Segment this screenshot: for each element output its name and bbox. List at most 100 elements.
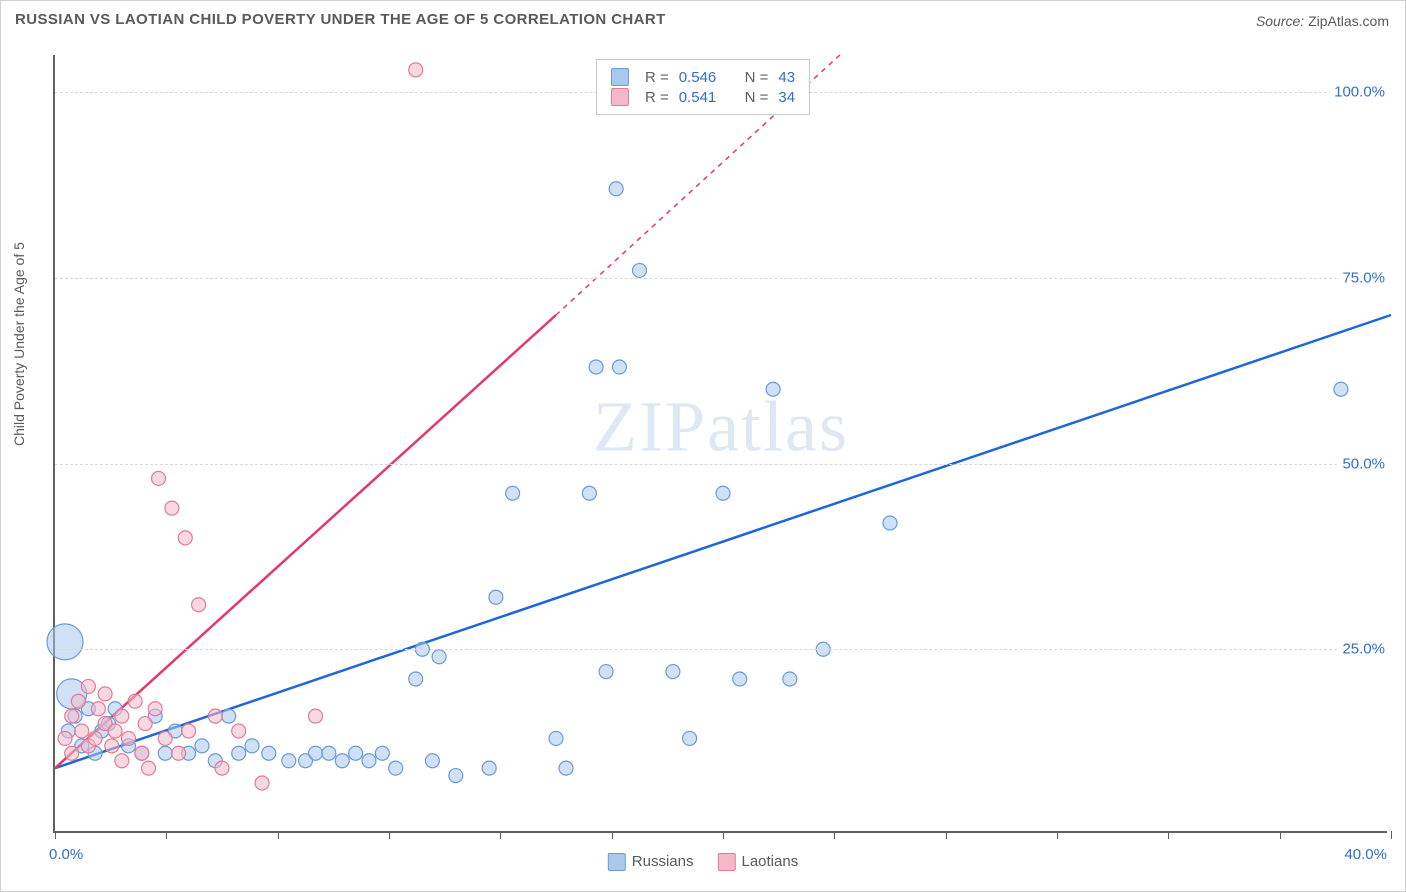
data-point bbox=[612, 360, 626, 374]
data-point bbox=[108, 724, 122, 738]
gridline bbox=[55, 464, 1387, 465]
data-point bbox=[158, 731, 172, 745]
data-point bbox=[489, 590, 503, 604]
data-point bbox=[409, 672, 423, 686]
data-point bbox=[47, 624, 83, 660]
data-point bbox=[232, 724, 246, 738]
data-point bbox=[158, 746, 172, 760]
legend-swatch bbox=[608, 853, 626, 871]
data-point bbox=[506, 486, 520, 500]
data-point bbox=[1334, 382, 1348, 396]
data-point bbox=[389, 761, 403, 775]
x-tick bbox=[1057, 831, 1058, 839]
data-point bbox=[432, 650, 446, 664]
data-point bbox=[75, 724, 89, 738]
data-point bbox=[115, 709, 129, 723]
data-point bbox=[65, 709, 79, 723]
data-point bbox=[322, 746, 336, 760]
data-point bbox=[138, 717, 152, 731]
x-tick bbox=[834, 831, 835, 839]
n-label: N = bbox=[745, 89, 769, 106]
x-tick bbox=[1168, 831, 1169, 839]
x-tick bbox=[500, 831, 501, 839]
data-point bbox=[232, 746, 246, 760]
data-point bbox=[582, 486, 596, 500]
plot-area: ZIPatlas 25.0%50.0%75.0%100.0% bbox=[53, 55, 1387, 833]
data-point bbox=[549, 731, 563, 745]
data-point bbox=[121, 731, 135, 745]
data-point bbox=[215, 761, 229, 775]
legend-item: Russians bbox=[608, 853, 694, 871]
data-point bbox=[309, 746, 323, 760]
legend-swatch bbox=[717, 853, 735, 871]
r-value: 0.541 bbox=[679, 89, 717, 106]
y-tick-label: 50.0% bbox=[1338, 455, 1389, 472]
x-tick bbox=[946, 831, 947, 839]
data-point bbox=[65, 746, 79, 760]
data-point bbox=[449, 769, 463, 783]
data-point bbox=[375, 746, 389, 760]
data-point bbox=[245, 739, 259, 753]
r-label: R = bbox=[645, 89, 669, 106]
y-axis-label: Child Poverty Under the Age of 5 bbox=[11, 242, 27, 446]
stats-row: R =0.546 N =43 bbox=[611, 68, 795, 86]
chart-source: Source: ZipAtlas.com bbox=[1256, 13, 1389, 29]
legend-swatch bbox=[611, 88, 629, 106]
n-value: 34 bbox=[778, 89, 795, 106]
data-point bbox=[192, 598, 206, 612]
data-point bbox=[98, 687, 112, 701]
x-tick bbox=[612, 831, 613, 839]
data-point bbox=[633, 263, 647, 277]
data-point bbox=[142, 761, 156, 775]
legend-label: Laotians bbox=[741, 853, 798, 870]
source-value: ZipAtlas.com bbox=[1308, 13, 1389, 29]
x-axis-min-label: 0.0% bbox=[49, 846, 83, 863]
data-point bbox=[609, 182, 623, 196]
data-point bbox=[148, 702, 162, 716]
gridline bbox=[55, 649, 1387, 650]
trend-line bbox=[55, 315, 1391, 768]
correlation-chart: RUSSIAN VS LAOTIAN CHILD POVERTY UNDER T… bbox=[0, 0, 1406, 892]
legend-swatch bbox=[611, 68, 629, 86]
r-value: 0.546 bbox=[679, 69, 717, 86]
source-label: Source: bbox=[1256, 13, 1304, 29]
data-point bbox=[71, 694, 85, 708]
data-point bbox=[152, 471, 166, 485]
data-point bbox=[115, 754, 129, 768]
legend-label: Russians bbox=[632, 853, 694, 870]
chart-title: RUSSIAN VS LAOTIAN CHILD POVERTY UNDER T… bbox=[15, 11, 666, 28]
data-point bbox=[883, 516, 897, 530]
data-point bbox=[262, 746, 276, 760]
x-tick bbox=[389, 831, 390, 839]
data-point bbox=[208, 709, 222, 723]
data-point bbox=[282, 754, 296, 768]
data-point bbox=[335, 754, 349, 768]
data-point bbox=[482, 761, 496, 775]
data-point bbox=[559, 761, 573, 775]
data-point bbox=[105, 739, 119, 753]
data-point bbox=[195, 739, 209, 753]
data-point bbox=[135, 746, 149, 760]
data-point bbox=[766, 382, 780, 396]
n-value: 43 bbox=[778, 69, 795, 86]
data-point bbox=[409, 63, 423, 77]
data-point bbox=[91, 702, 105, 716]
x-tick bbox=[723, 831, 724, 839]
data-point bbox=[362, 754, 376, 768]
data-point bbox=[88, 731, 102, 745]
stats-row: R = 0.541 N = 34 bbox=[611, 88, 795, 106]
x-tick bbox=[55, 831, 56, 839]
data-point bbox=[165, 501, 179, 515]
data-point bbox=[255, 776, 269, 790]
data-point bbox=[178, 531, 192, 545]
data-point bbox=[182, 724, 196, 738]
stats-legend: R =0.546 N =43 R = 0.541 N = 34 bbox=[596, 59, 810, 115]
data-point bbox=[716, 486, 730, 500]
gridline bbox=[55, 278, 1387, 279]
data-point bbox=[666, 665, 680, 679]
y-tick-label: 75.0% bbox=[1338, 269, 1389, 286]
x-tick bbox=[278, 831, 279, 839]
data-point bbox=[589, 360, 603, 374]
data-point bbox=[783, 672, 797, 686]
data-point bbox=[222, 709, 236, 723]
